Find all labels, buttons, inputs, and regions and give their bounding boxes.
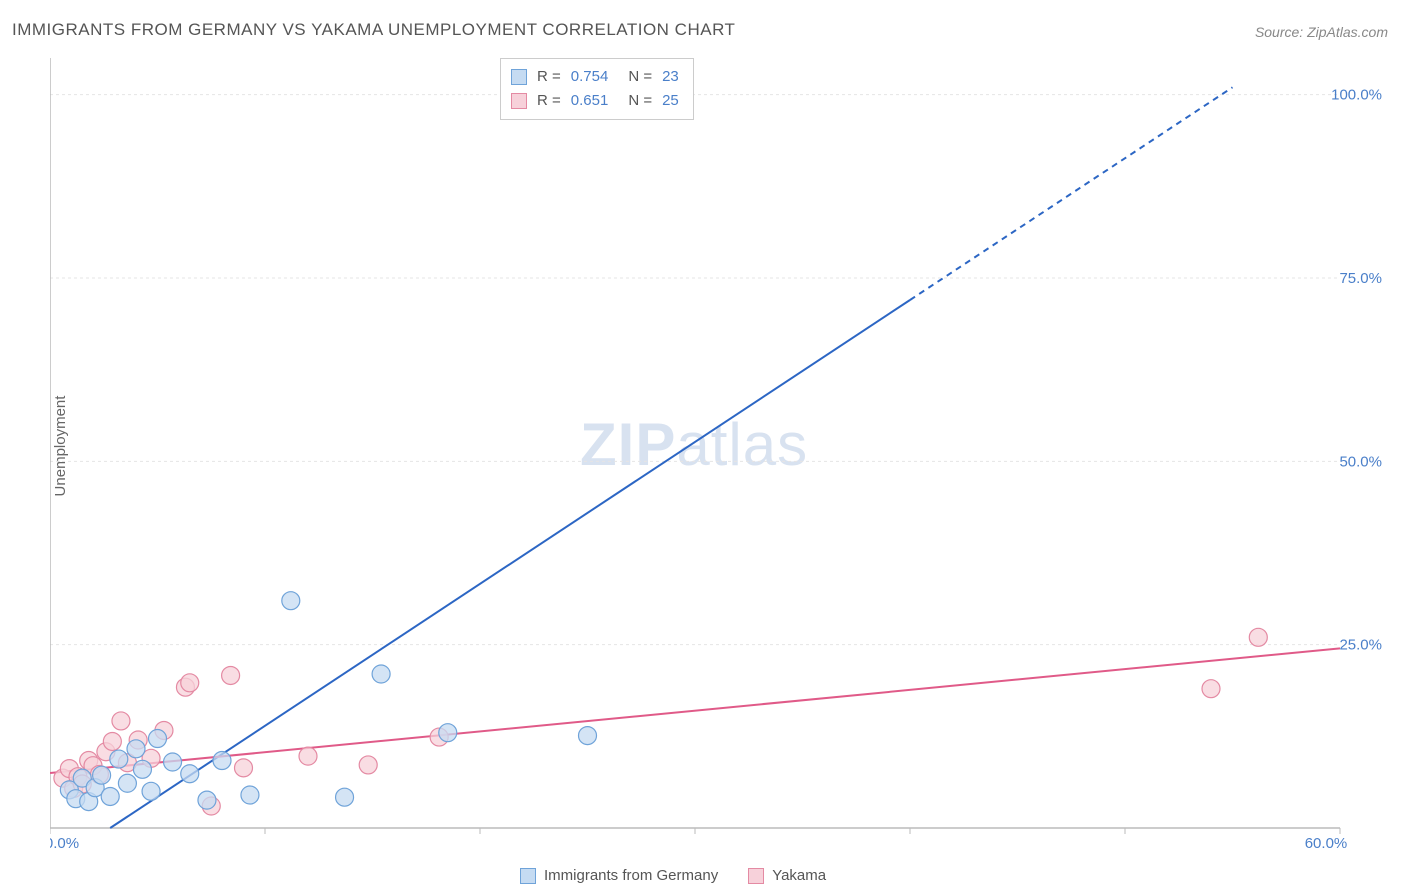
legend-item: Immigrants from Germany	[520, 867, 718, 884]
legend-n-value: 23	[662, 65, 679, 89]
svg-text:75.0%: 75.0%	[1339, 270, 1382, 287]
series-legend: Immigrants from Germany Yakama	[520, 867, 826, 884]
legend-r-label: R =	[537, 89, 561, 113]
legend-n-label: N =	[628, 65, 652, 89]
legend-swatch	[511, 93, 527, 109]
legend-label: Yakama	[772, 867, 826, 884]
legend-n-label: N =	[628, 89, 652, 113]
scatter-chart: 25.0% 50.0% 75.0% 100.0% 0.0% 60.0%	[50, 58, 1386, 848]
chart-title: IMMIGRANTS FROM GERMANY VS YAKAMA UNEMPL…	[12, 20, 735, 40]
legend-label: Immigrants from Germany	[544, 867, 718, 884]
legend-r-value: 0.754	[571, 65, 609, 89]
svg-text:60.0%: 60.0%	[1305, 835, 1348, 848]
source-attribution: Source: ZipAtlas.com	[1255, 24, 1388, 40]
legend-item: Yakama	[748, 867, 826, 884]
legend-swatch	[748, 868, 764, 884]
svg-text:100.0%: 100.0%	[1331, 87, 1382, 104]
svg-text:0.0%: 0.0%	[50, 835, 79, 848]
legend-swatch	[520, 868, 536, 884]
chart-area: 25.0% 50.0% 75.0% 100.0% 0.0% 60.0%	[50, 58, 1386, 848]
svg-text:50.0%: 50.0%	[1339, 453, 1382, 470]
legend-r-value: 0.651	[571, 89, 609, 113]
legend-n-value: 25	[662, 89, 679, 113]
svg-text:25.0%: 25.0%	[1339, 637, 1382, 654]
legend-swatch	[511, 69, 527, 85]
legend-r-label: R =	[537, 65, 561, 89]
correlation-legend: R = 0.754 N = 23 R = 0.651 N = 25	[500, 58, 694, 120]
legend-row: R = 0.754 N = 23	[511, 65, 679, 89]
legend-row: R = 0.651 N = 25	[511, 89, 679, 113]
